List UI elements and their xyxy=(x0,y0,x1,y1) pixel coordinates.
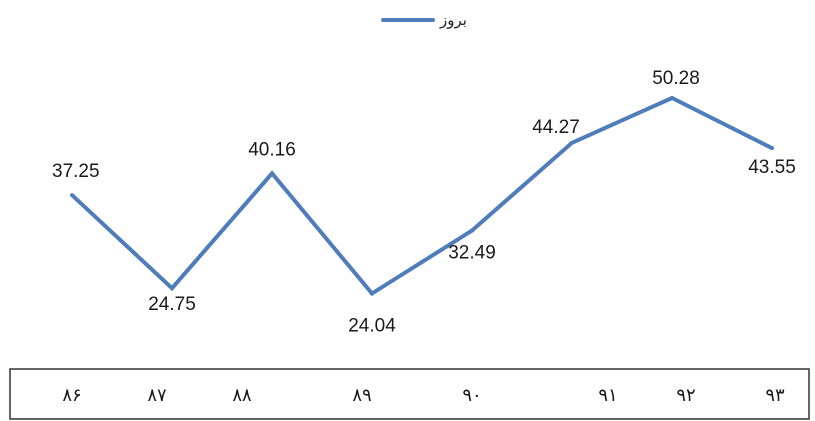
x-tick-label: ۹۳ xyxy=(765,385,785,406)
legend-label: بروز xyxy=(439,11,467,29)
data-label: 37.25 xyxy=(52,161,100,182)
data-point xyxy=(70,193,74,198)
data-label: 24.75 xyxy=(148,294,196,315)
data-point xyxy=(270,171,274,176)
series-line xyxy=(70,95,773,297)
x-tick-label: ۸۸ xyxy=(232,385,252,406)
legend: بروز xyxy=(381,11,467,29)
category-axis: ۸۶ ۸۷ ۸۸ ۸۹ ۹۰ ۹۱ ۹۲ ۹۳ xyxy=(62,385,785,406)
plot-area: 37.25 24.75 40.16 24.04 32.49 44.27 50.28 43.55 xyxy=(52,68,796,336)
data-label: 40.16 xyxy=(248,139,296,160)
x-tick-label: ۹۰ xyxy=(462,385,481,406)
data-label: 24.04 xyxy=(348,315,396,336)
data-point xyxy=(370,291,374,296)
data-point xyxy=(670,96,674,100)
data-label: 50.28 xyxy=(652,68,700,89)
x-tick-label: ۸۷ xyxy=(147,385,167,406)
data-point xyxy=(170,286,174,291)
data-point xyxy=(570,140,574,145)
x-tick-label: ۸۶ xyxy=(62,385,81,406)
data-label: 32.49 xyxy=(448,243,496,264)
x-tick-label: ۹۱ xyxy=(598,385,617,406)
data-label: 44.27 xyxy=(532,117,580,138)
data-point xyxy=(770,146,774,151)
x-tick-label: ۸۹ xyxy=(352,385,371,406)
data-label: 43.55 xyxy=(748,157,796,178)
category-axis-box xyxy=(9,368,810,420)
data-point xyxy=(470,228,474,233)
x-tick-label: ۹۲ xyxy=(676,385,695,406)
